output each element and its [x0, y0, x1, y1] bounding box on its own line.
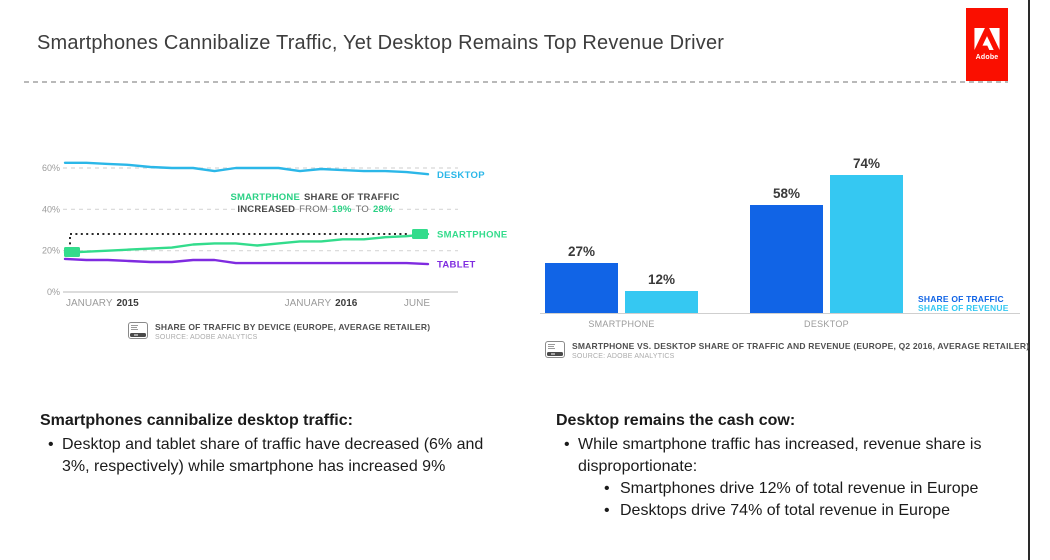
header-separator	[24, 81, 1008, 83]
end-marker	[412, 229, 428, 239]
bullet-marker: •	[564, 436, 570, 453]
bar-axis-line	[540, 313, 1020, 314]
report-icon	[545, 341, 565, 358]
bar-category-smartphone: SMARTPHONE	[588, 319, 655, 329]
bar-value-label: 27%	[567, 243, 596, 259]
bar-smartphone-revenue	[625, 290, 698, 313]
line-desktop	[63, 161, 430, 176]
annotation-line1: SMARTPHONE SHARE OF TRAFFIC	[230, 192, 399, 203]
caption-title: SHARE OF TRAFFIC BY DEVICE (EUROPE, AVER…	[155, 322, 431, 332]
window-edge-line	[1028, 0, 1030, 560]
legend-desktop: DESKTOP	[437, 170, 485, 181]
traffic-line-chart: 60% 40% 20% 0% SMARTPHONE SHARE OF TRAFFI…	[30, 148, 510, 316]
insight-block-traffic: Smartphones cannibalize desktop traffic:…	[40, 412, 510, 478]
bar-value-label: 58%	[772, 186, 801, 202]
legend-tablet: TABLET	[437, 260, 476, 271]
legend-share-of-traffic: SHARE OF TRAFFIC	[918, 294, 1004, 304]
y-tick-20: 20%	[42, 246, 60, 256]
bullet-marker: •	[604, 502, 610, 520]
annotation-line2: INCREASED FROM 19% TO 28%	[237, 204, 393, 215]
insight-block-revenue: Desktop remains the cash cow: • While sm…	[556, 412, 1031, 522]
report-icon	[128, 322, 148, 339]
bar-category-desktop: DESKTOP	[804, 319, 849, 329]
x-tick-june: JUNE	[404, 298, 430, 309]
bullet-marker: •	[604, 480, 610, 498]
insight-heading: Desktop remains the cash cow:	[556, 412, 796, 429]
x-tick-jan2015: JANUARY 2015	[66, 298, 139, 309]
insight-bullet: • While smartphone traffic has increased…	[556, 434, 1031, 478]
legend-smartphone: SMARTPHONE	[437, 230, 508, 241]
adobe-logo: Adobe	[966, 8, 1008, 81]
adobe-wordmark: Adobe	[975, 54, 999, 61]
start-marker	[64, 247, 80, 257]
insight-sub-bullet: • Desktops drive 74% of total revenue in…	[604, 500, 1031, 522]
line-smartphone	[63, 232, 430, 254]
insight-bullet: • Desktop and tablet share of traffic ha…	[40, 434, 510, 478]
caption-title: SMARTPHONE VS. DESKTOP SHARE OF TRAFFIC …	[572, 341, 1030, 351]
traffic-revenue-bar-chart: 27% 12% 58% 74% SMARTPHONE DESKTOP SHARE OF…	[540, 148, 1022, 333]
legend-share-of-revenue: SHARE OF REVENUE	[918, 303, 1009, 313]
adobe-a-icon	[974, 28, 1000, 50]
y-tick-40: 40%	[42, 204, 60, 214]
bar-chart-legend: SHARE OF TRAFFIC SHARE OF REVENUE	[918, 295, 1009, 313]
caption-source: SOURCE: ADOBE ANALYTICS	[155, 334, 258, 341]
line-tablet	[63, 257, 430, 266]
x-tick-jan2016: JANUARY 2016	[285, 298, 358, 309]
bar-desktop-traffic	[750, 205, 823, 313]
bar-value-label: 12%	[647, 271, 676, 287]
bar-chart-caption: SMARTPHONE VS. DESKTOP SHARE OF TRAFFIC …	[545, 341, 1029, 360]
slide-title: Smartphones Cannibalize Traffic, Yet Des…	[37, 32, 725, 54]
bar-smartphone-traffic	[545, 262, 618, 313]
line-chart-svg: 60% 40% 20% 0% SMARTPHONE SHARE OF TRAFFI…	[42, 161, 508, 309]
bullet-marker: •	[48, 436, 54, 453]
y-tick-0: 0%	[47, 287, 60, 297]
bar-desktop-revenue	[830, 175, 903, 313]
bar-value-label: 74%	[852, 156, 881, 172]
caption-source: SOURCE: ADOBE ANALYTICS	[572, 353, 675, 360]
line-chart-caption: SHARE OF TRAFFIC BY DEVICE (EUROPE, AVER…	[128, 322, 430, 341]
y-tick-60: 60%	[42, 163, 60, 173]
insight-sub-bullet: • Smartphones drive 12% of total revenue…	[604, 478, 1031, 500]
insight-heading: Smartphones cannibalize desktop traffic:	[40, 412, 353, 429]
